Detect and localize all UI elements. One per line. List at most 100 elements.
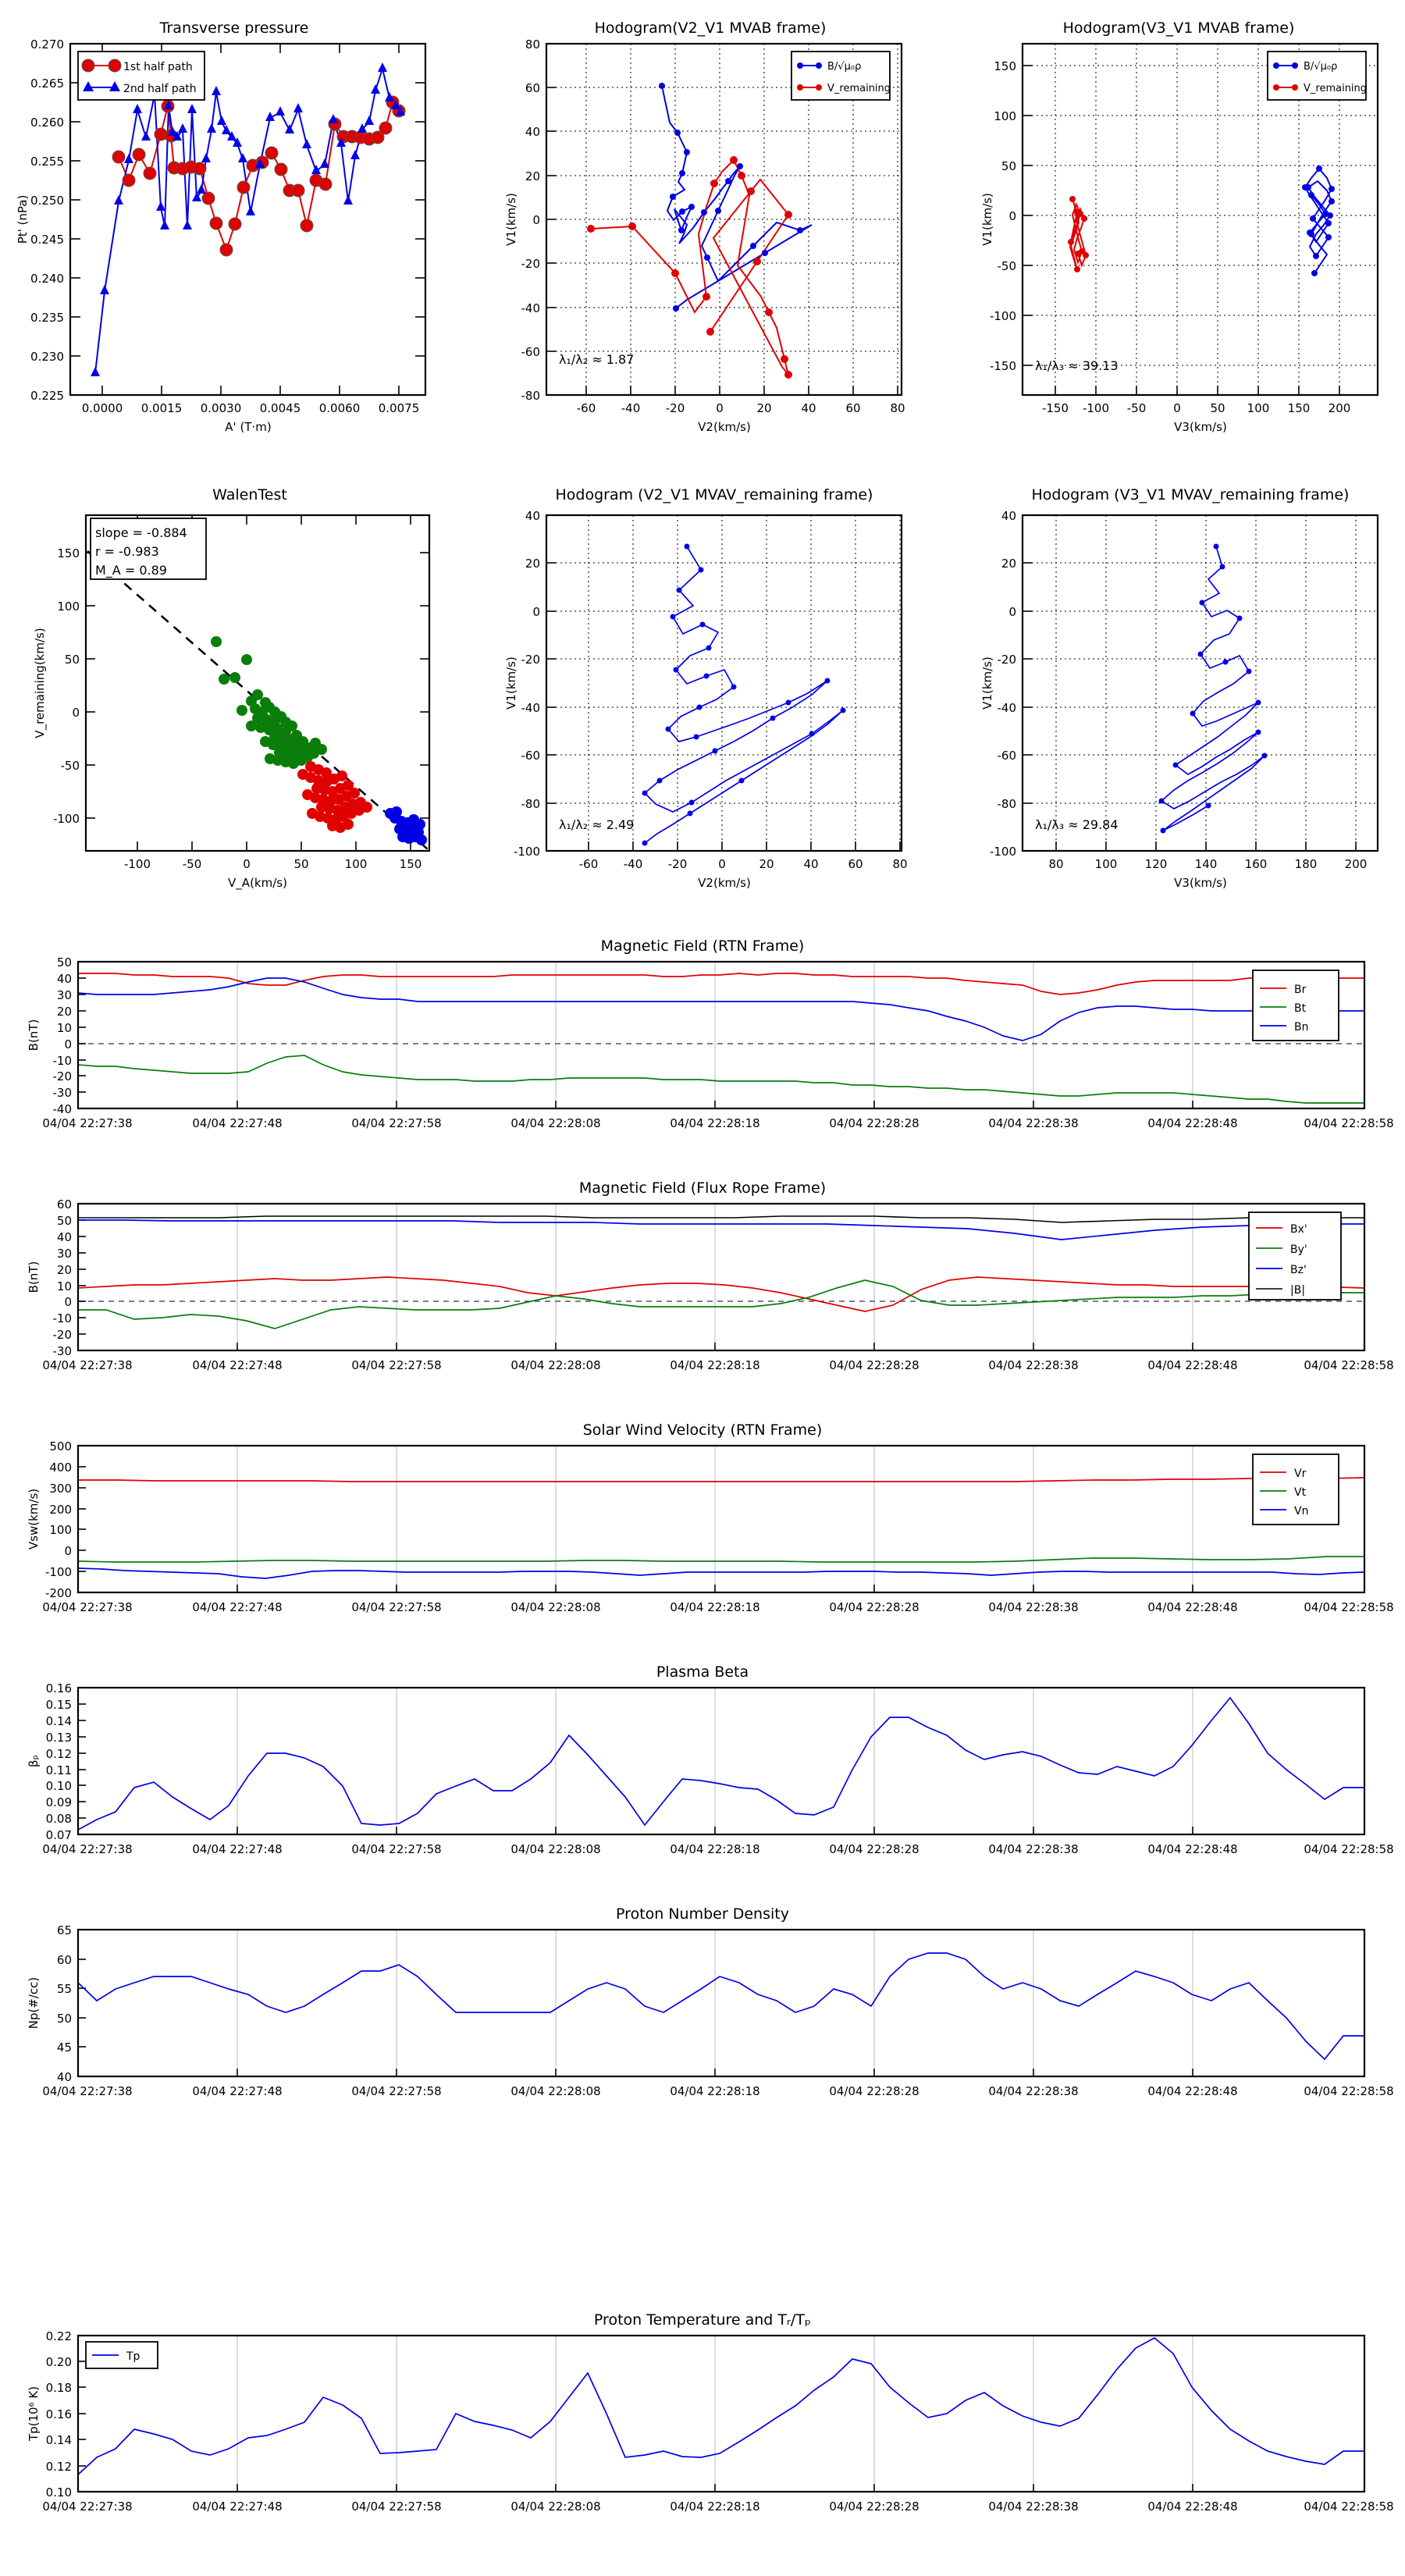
time-tick: 04/04 22:28:28 [829, 2084, 919, 2098]
x-tick: 80 [890, 401, 905, 415]
panel-walen-test: WalenTest -100 -50 0 50 100 150 -100 -50… [33, 486, 431, 891]
x-tick: 150 [400, 857, 422, 871]
y-tick: -80 [998, 797, 1017, 811]
time-tick: 04/04 22:28:28 [829, 1358, 919, 1372]
y-tick: -20 [521, 653, 541, 667]
time-axis-labels: 04/04 22:27:38 04/04 22:27:48 04/04 22:2… [42, 1358, 1393, 1372]
time-axis-labels: 04/04 22:27:38 04/04 22:27:48 04/04 22:2… [42, 2084, 1393, 2098]
y-tick: -100 [990, 845, 1016, 859]
y-tick: -100 [990, 309, 1016, 323]
y-tick: 0.10 [46, 2485, 72, 2500]
y-tick: -20 [998, 653, 1017, 667]
y-tick: -150 [990, 359, 1016, 373]
walen-slope: slope = -0.884 [95, 525, 187, 540]
x-tick: 160 [1245, 857, 1268, 871]
legend-mag-rtn[interactable]: Br Bt Bn [1252, 970, 1339, 1041]
x-tick: 100 [1247, 401, 1270, 415]
y-tick: 60 [525, 81, 540, 95]
y-tick: 0.14 [46, 2433, 72, 2447]
panel-title: Proton Temperature and Tᵣ/Tₚ [594, 2311, 811, 2329]
time-axis-labels: 04/04 22:27:38 04/04 22:27:48 04/04 22:2… [42, 1116, 1393, 1130]
legend-label: By' [1290, 1244, 1307, 1256]
time-tick: 04/04 22:28:08 [510, 2500, 600, 2514]
time-tick: 04/04 22:28:58 [1304, 1600, 1393, 1614]
x-tick: -20 [668, 857, 688, 871]
x-tick: 150 [1288, 401, 1311, 415]
legend-mag-fluxrope[interactable]: Bx' By' Bz' |B| [1248, 1212, 1342, 1300]
legend-label: Vn [1294, 1505, 1308, 1517]
series-plot-area [642, 543, 846, 846]
y-tick: 40 [57, 1230, 72, 1244]
time-tick: 04/04 22:28:18 [670, 1358, 759, 1372]
y-axis-label: V1(km/s) [980, 656, 994, 710]
y-tick: 0.265 [30, 76, 64, 91]
time-tick: 04/04 22:28:58 [1304, 1116, 1393, 1130]
time-tick: 04/04 22:28:38 [988, 1116, 1078, 1130]
legend-solar-wind-velocity[interactable]: Vr Vt Vn [1252, 1453, 1339, 1525]
panel-title: Proton Number Density [616, 1905, 789, 1923]
legend-label: 1st half path [123, 61, 193, 73]
time-tick: 04/04 22:27:38 [42, 2500, 132, 2514]
y-tick: -20 [53, 1069, 73, 1083]
y-axis-label: βₚ [27, 1755, 41, 1767]
time-tick: 04/04 22:28:38 [988, 2500, 1078, 2514]
y-tick: 500 [49, 1439, 72, 1453]
y-tick: 40 [57, 972, 72, 986]
time-tick: 04/04 22:27:58 [351, 1358, 441, 1372]
y-tick: -20 [53, 1328, 73, 1342]
y-tick: -200 [45, 1586, 72, 1600]
y-tick: 0.230 [30, 350, 64, 364]
y-axis-label: V1(km/s) [504, 656, 518, 710]
legend-hodogram-v2v1-mvab[interactable]: B/√μ₀ρ V_remaining [791, 51, 891, 101]
legend-proton-temperature[interactable]: Tp [85, 2341, 158, 2369]
time-tick: 04/04 22:27:58 [351, 2500, 441, 2514]
y-tick: 0.255 [30, 155, 64, 169]
time-tick: 04/04 22:28:48 [1147, 1116, 1237, 1130]
time-tick: 04/04 22:27:48 [192, 2500, 282, 2514]
y-tick: -80 [521, 389, 541, 403]
y-tick: 0.18 [46, 2381, 72, 2395]
series-plot-area [79, 1215, 1364, 1329]
y-tick: -80 [521, 797, 541, 811]
x-tick: 50 [1210, 401, 1225, 415]
legend-hodogram-v3v1-mvab[interactable]: B/√μ₀ρ V_remaining [1267, 51, 1367, 101]
time-tick: 04/04 22:28:18 [670, 1600, 759, 1614]
time-tick: 04/04 22:28:28 [829, 2500, 919, 2514]
panel-mag-rtn: Magnetic Field (RTN Frame) -40 -30 -20 -… [27, 938, 1394, 1130]
x-tick: 60 [848, 857, 863, 871]
y-tick: -60 [521, 749, 541, 763]
y-axis-label: Vsw(km/s) [27, 1489, 41, 1550]
time-tick: 04/04 22:28:18 [670, 1116, 759, 1130]
time-tick: 04/04 22:27:58 [351, 1600, 441, 1614]
y-tick: 0.08 [46, 1812, 72, 1826]
y-tick: 0.235 [30, 311, 64, 325]
time-tick: 04/04 22:28:38 [988, 1358, 1078, 1372]
x-tick: 0.0000 [82, 401, 123, 415]
x-tick: 0 [1173, 401, 1181, 415]
y-tick: 80 [525, 37, 540, 52]
y-tick: 0 [532, 605, 540, 619]
eigenvalue-ratio-annotation: λ₁/λ₂ ≈ 2.49 [559, 817, 634, 832]
y-axis-label: V_remaining(km/s) [33, 628, 48, 738]
legend-label: B/√μ₀ρ [827, 61, 861, 73]
panel-title: Hodogram (V3_V1 MVAV_remaining frame) [1032, 486, 1350, 503]
x-tick: 40 [801, 401, 816, 415]
y-tick: 0.16 [46, 2407, 72, 2421]
time-tick: 04/04 22:27:38 [42, 1842, 132, 1856]
legend-transverse-pressure[interactable]: 1st half path 2nd half path [77, 51, 205, 101]
y-tick: 10 [57, 1021, 72, 1035]
y-tick: 0.240 [30, 272, 64, 286]
series-plot-area [79, 973, 1364, 1104]
time-tick: 04/04 22:28:58 [1304, 2084, 1393, 2098]
y-axis-label: Np(#/cc) [27, 1977, 41, 2030]
time-axis-labels: 04/04 22:27:38 04/04 22:27:48 04/04 22:2… [42, 2500, 1393, 2514]
x-tick: -20 [666, 401, 685, 415]
y-tick: 20 [525, 169, 540, 183]
y-tick: 0.22 [46, 2329, 72, 2343]
y-tick: 0 [64, 1295, 72, 1309]
y-tick: -100 [514, 845, 540, 859]
legend-label: |B| [1290, 1284, 1305, 1297]
y-tick: 50 [57, 2012, 72, 2026]
panel-title: Hodogram (V2_V1 MVAV_remaining frame) [556, 486, 873, 503]
legend-label: Bt [1294, 1002, 1307, 1015]
